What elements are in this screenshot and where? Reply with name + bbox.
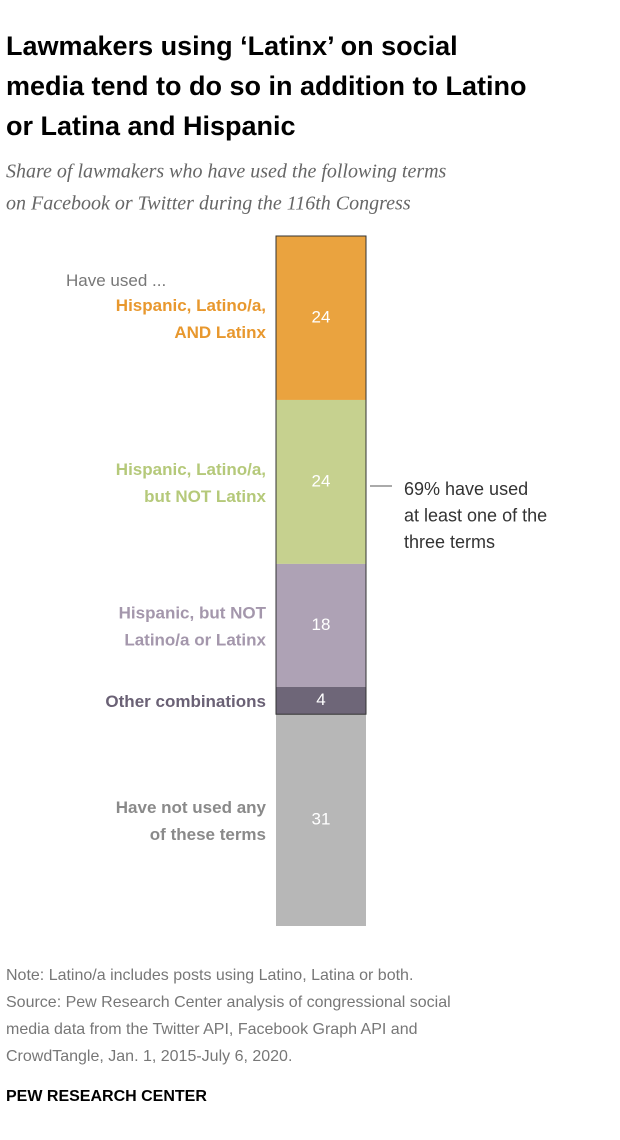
value-label: 4: [316, 690, 325, 709]
annotation: 69% have used: [404, 479, 528, 499]
chart-title: or Latina and Hispanic: [6, 111, 296, 141]
note: media data from the Twitter API, Faceboo…: [6, 1021, 417, 1038]
segment-label: Hispanic, Latino/a,: [116, 296, 266, 315]
segment-label: but NOT Latinx: [144, 487, 266, 506]
segment-label: Latino/a or Latinx: [124, 630, 266, 649]
bar-segment: [276, 686, 366, 715]
bar-segment: [276, 399, 366, 564]
segment-label: Other combinations: [105, 692, 266, 711]
value-label: 24: [312, 471, 331, 490]
note: CrowdTangle, Jan. 1, 2015-July 6, 2020.: [6, 1048, 292, 1065]
source: PEW RESEARCH CENTER: [6, 1088, 207, 1105]
bar-segment: [276, 714, 366, 926]
bar-segment: [276, 236, 366, 400]
value-label: 31: [312, 810, 331, 829]
chart-title: Lawmakers using ‘Latinx’ on social: [6, 31, 458, 61]
annotation: at least one of the: [404, 505, 547, 525]
note: Note: Latino/a includes posts using Lati…: [6, 967, 413, 984]
segment-label: Hispanic, but NOT: [119, 603, 267, 622]
legend-header: Have used ...: [66, 271, 166, 290]
group-outline: [275, 235, 367, 715]
segment-label: Have not used any: [116, 798, 267, 817]
segment-label: of these terms: [150, 825, 266, 844]
chart-title: media tend to do so in addition to Latin…: [6, 71, 526, 101]
chart-subtitle: Share of lawmakers who have used the fol…: [6, 161, 447, 183]
annotation: three terms: [404, 532, 495, 552]
chart-subtitle: on Facebook or Twitter during the 116th …: [6, 193, 411, 215]
bar-segment: [276, 563, 366, 687]
note: Source: Pew Research Center analysis of …: [6, 994, 451, 1011]
segment-label: Hispanic, Latino/a,: [116, 460, 266, 479]
value-label: 18: [312, 615, 331, 634]
value-label: 24: [312, 307, 331, 326]
segment-label: AND Latinx: [174, 323, 266, 342]
